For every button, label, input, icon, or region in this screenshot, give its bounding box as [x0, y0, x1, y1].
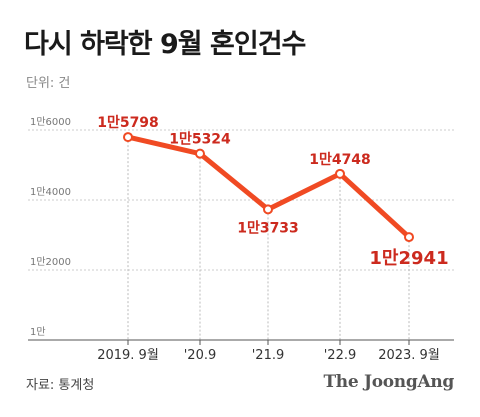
data-points — [123, 132, 414, 243]
y-tick-label: 1만 — [30, 326, 46, 338]
data-point — [335, 168, 345, 179]
data-point — [263, 204, 273, 215]
x-axis — [28, 339, 454, 345]
y-tick-label: 1만6000 — [30, 116, 71, 128]
data-label: 1만3733 — [237, 220, 299, 236]
source-note: 자료: 통계청 — [26, 378, 95, 393]
y-tick-label: 1만4000 — [30, 186, 71, 198]
brand-logo: The JoongAng — [323, 372, 454, 392]
x-tick-label: 2023. 9월 — [378, 348, 440, 363]
x-tick-label: '20.9 — [184, 348, 217, 363]
x-tick-label: 2019. 9월 — [97, 348, 159, 363]
data-label: 1만5798 — [97, 115, 159, 131]
y-tick-label: 1만2000 — [30, 256, 71, 268]
y-tick-labels: 1만 1만2000 1만4000 1만6000 — [30, 116, 71, 338]
x-tick-label: '21.9 — [252, 348, 285, 363]
data-label: 1만5324 — [169, 132, 231, 148]
unit-label: 단위: 건 — [26, 76, 71, 91]
data-point — [123, 132, 133, 143]
data-point — [195, 148, 205, 159]
x-tick-labels: 2019. 9월 '20.9 '21.9 '22.9 2023. 9월 — [97, 348, 440, 363]
grid-lines — [28, 129, 454, 271]
data-labels: 1만5798 1만5324 1만3733 1만4748 1만2941 — [97, 115, 448, 269]
data-point — [404, 232, 414, 243]
chart-title: 다시 하락한 9월 혼인건수 — [24, 29, 306, 60]
data-label: 1만2941 — [369, 248, 448, 269]
x-tick-label: '22.9 — [324, 348, 357, 363]
data-label: 1만4748 — [309, 152, 371, 168]
x-guide-lines — [127, 137, 410, 340]
